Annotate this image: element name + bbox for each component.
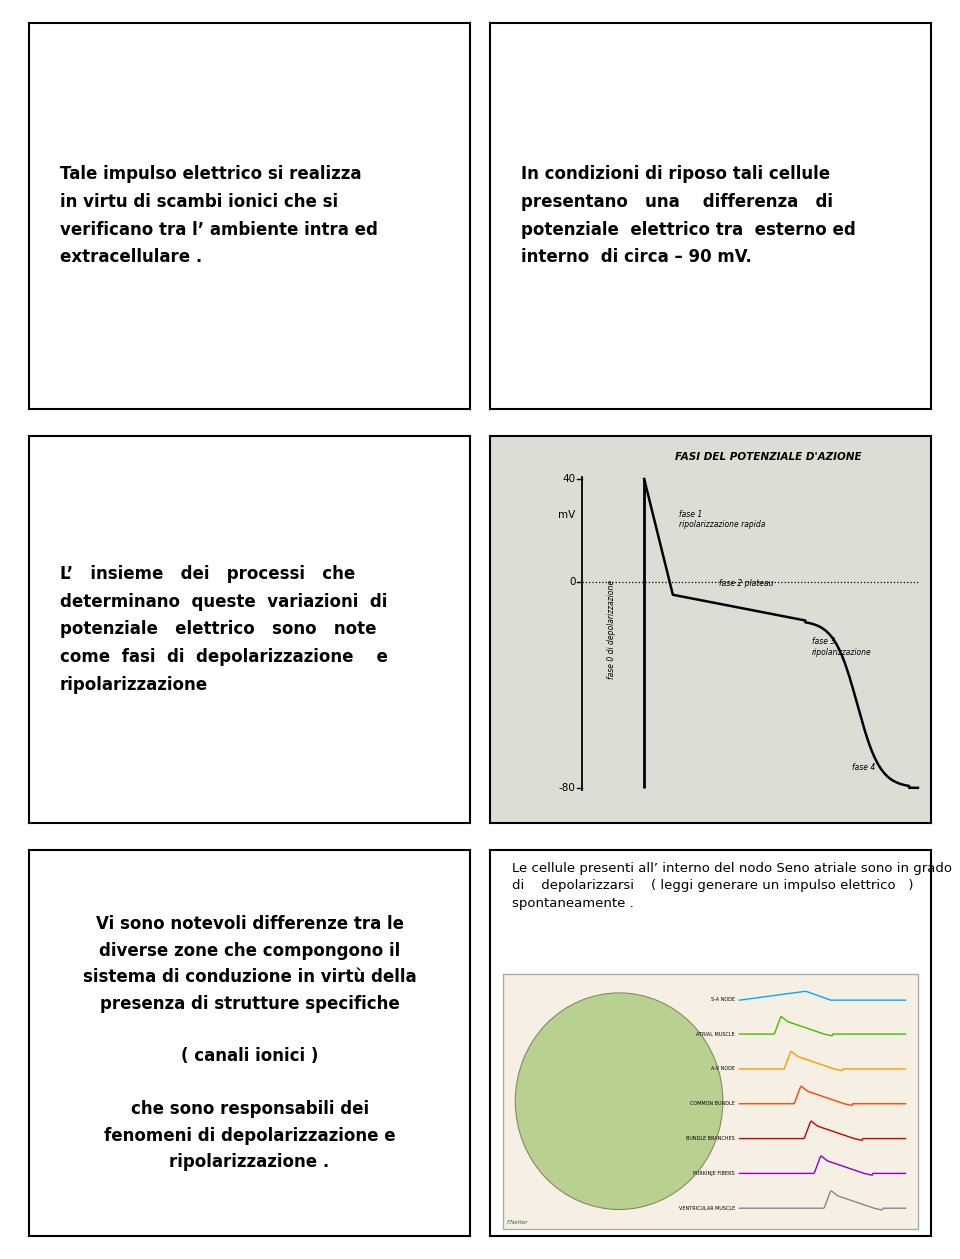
Text: In condizioni di riposo tali cellule
presentano   una    differenza   di
potenzi: In condizioni di riposo tali cellule pre… bbox=[520, 165, 855, 267]
Text: fase 2 plateau: fase 2 plateau bbox=[719, 579, 774, 588]
Bar bbox=[503, 973, 918, 1229]
Text: F.Netter: F.Netter bbox=[507, 1220, 529, 1225]
Text: ATRIAL MUSCLE: ATRIAL MUSCLE bbox=[696, 1031, 735, 1036]
Text: 0: 0 bbox=[569, 577, 576, 587]
Text: BUNDLE BRANCHES: BUNDLE BRANCHES bbox=[686, 1136, 735, 1141]
Text: -80: -80 bbox=[559, 783, 576, 793]
Text: fase 1
ripolarizzazione rapida: fase 1 ripolarizzazione rapida bbox=[680, 510, 766, 529]
Text: mV: mV bbox=[559, 510, 576, 520]
Text: Vi sono notevoli differenze tra le
diverse zone che compongono il
sistema di con: Vi sono notevoli differenze tra le diver… bbox=[83, 915, 417, 1171]
Ellipse shape bbox=[516, 993, 723, 1210]
Text: fase 0 di depolarizzazione: fase 0 di depolarizzazione bbox=[607, 580, 615, 679]
Text: L’   insieme   dei   processi   che
determinano  queste  variazioni  di
potenzia: L’ insieme dei processi che determinano … bbox=[60, 565, 388, 694]
Text: PURKINJE FIBERS: PURKINJE FIBERS bbox=[693, 1171, 735, 1176]
Text: fase 4: fase 4 bbox=[852, 763, 875, 772]
Text: Tale impulso elettrico si realizza
in virtu di scambi ionici che si
verificano t: Tale impulso elettrico si realizza in vi… bbox=[60, 165, 377, 267]
Text: FASI DEL POTENZIALE D'AZIONE: FASI DEL POTENZIALE D'AZIONE bbox=[675, 452, 862, 462]
Text: COMMON BUNDLE: COMMON BUNDLE bbox=[690, 1102, 735, 1107]
Text: fase 3
ripolarizzazione: fase 3 ripolarizzazione bbox=[812, 637, 872, 657]
Text: S-A NODE: S-A NODE bbox=[711, 997, 735, 1002]
Text: 40: 40 bbox=[563, 473, 576, 483]
Text: A-V NODE: A-V NODE bbox=[711, 1066, 735, 1071]
Text: Le cellule presenti all’ interno del nodo Seno atriale sono in grado
di    depol: Le cellule presenti all’ interno del nod… bbox=[512, 862, 951, 910]
Text: VENTRICULAR MUSCLE: VENTRICULAR MUSCLE bbox=[679, 1206, 735, 1211]
